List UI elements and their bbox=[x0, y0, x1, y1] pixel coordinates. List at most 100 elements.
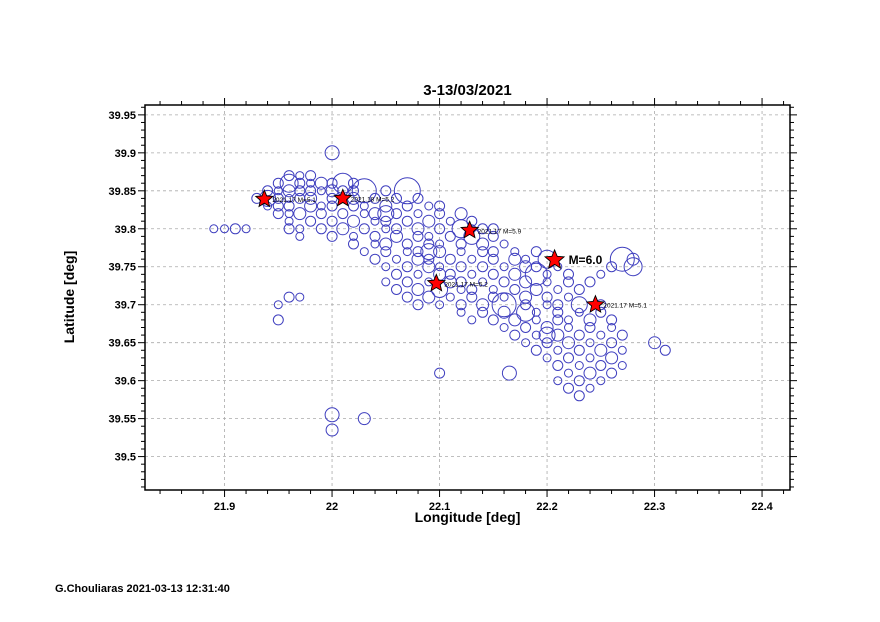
epicenter-circle bbox=[596, 269, 606, 279]
epicenter-circle bbox=[337, 208, 349, 220]
epicenter-circle bbox=[607, 323, 617, 332]
epicenter-circle bbox=[381, 224, 391, 234]
epicenter-circle bbox=[574, 307, 584, 317]
epicenter-circle bbox=[370, 216, 380, 226]
epicenter-circle bbox=[529, 283, 543, 296]
epicenter-circle bbox=[357, 412, 371, 426]
epicenter-circle bbox=[370, 239, 380, 249]
epicenter-circle bbox=[305, 185, 317, 197]
y-tick-label: 39.85 bbox=[108, 186, 136, 198]
epicenter-circle bbox=[325, 423, 339, 437]
epicenter-circle bbox=[617, 361, 627, 370]
epicenter-circle bbox=[616, 329, 628, 341]
mainshock-label: M=6.0 bbox=[569, 253, 603, 267]
chart-title: 3-13/03/2021 bbox=[423, 82, 512, 99]
epicenter-circle bbox=[315, 223, 327, 235]
epicenter-circle bbox=[573, 329, 585, 341]
epicenter-circle bbox=[487, 291, 499, 303]
epicenter-circle bbox=[491, 292, 517, 318]
epicenter-circle bbox=[595, 360, 607, 371]
epicenter-circle bbox=[564, 368, 573, 378]
epicenter-circle bbox=[295, 292, 305, 302]
epicenter-circle bbox=[524, 262, 548, 286]
epicenter-circle bbox=[508, 313, 522, 327]
epicenter-circle bbox=[584, 322, 596, 333]
epicenter-circle bbox=[609, 246, 635, 272]
epicenter-circle bbox=[476, 237, 490, 251]
epicenter-circle bbox=[411, 283, 425, 296]
epicenter-circle bbox=[499, 292, 509, 302]
epicenter-circle bbox=[573, 390, 585, 402]
epicenter-circle bbox=[349, 231, 358, 241]
epicenter-circle bbox=[509, 284, 521, 295]
epicenter-circle bbox=[466, 291, 478, 303]
epicenter-circle bbox=[508, 252, 522, 266]
epicenter-circle bbox=[541, 291, 553, 303]
epicenter-circle bbox=[487, 314, 499, 326]
x-tick-label: 21.9 bbox=[214, 501, 235, 513]
epicenter-circle bbox=[272, 314, 284, 326]
epicenter-circle bbox=[380, 215, 392, 227]
epicenter-circle bbox=[538, 326, 556, 344]
epicenter-circle bbox=[487, 253, 499, 265]
epicenter-circle bbox=[570, 296, 588, 314]
epicenter-circle bbox=[391, 208, 402, 220]
epicenter-circle bbox=[272, 208, 284, 220]
x-tick-label: 22 bbox=[326, 501, 338, 513]
epicenter-circle bbox=[605, 351, 619, 365]
mainshock-star bbox=[459, 220, 480, 239]
epicenter-circle bbox=[563, 382, 574, 394]
mainshock-star bbox=[543, 248, 566, 269]
epicenter-circle bbox=[391, 284, 402, 295]
epicenter-circle bbox=[348, 238, 359, 250]
epicenter-circle bbox=[413, 209, 423, 219]
epicenter-circle bbox=[411, 252, 425, 266]
epicenter-circle bbox=[617, 345, 627, 355]
epicenter-circle bbox=[552, 314, 564, 326]
epicenter-circle bbox=[401, 238, 413, 250]
epicenter-circle bbox=[444, 253, 456, 265]
epicenter-circle bbox=[444, 230, 456, 242]
epicenter-circle bbox=[563, 268, 574, 280]
epicenter-circle bbox=[467, 254, 477, 264]
epicenter-circle bbox=[326, 215, 338, 227]
epicenter-circle bbox=[466, 284, 478, 295]
epicenter-circle bbox=[316, 201, 326, 211]
epicenter-circle bbox=[585, 338, 595, 348]
points-layer bbox=[209, 145, 671, 437]
epicenter-circle bbox=[324, 407, 340, 423]
epicenter-circle bbox=[477, 261, 489, 273]
epicenter-circle bbox=[304, 199, 318, 213]
epicenter-circle bbox=[455, 276, 467, 288]
epicenter-circle bbox=[530, 344, 542, 356]
epicenter-circle bbox=[553, 376, 563, 386]
epicenter-circle bbox=[401, 291, 413, 303]
epicenter-circle bbox=[391, 223, 402, 235]
epicenter-circle bbox=[542, 353, 552, 363]
y-tick-label: 39.8 bbox=[115, 224, 136, 236]
epicenter-circle bbox=[541, 337, 553, 349]
epicenter-circle bbox=[435, 300, 445, 310]
epicenter-circle bbox=[455, 299, 467, 311]
epicenter-circle bbox=[520, 322, 532, 333]
epicenter-circle bbox=[412, 192, 424, 204]
epicenter-circle bbox=[499, 239, 509, 249]
epicenter-circle bbox=[293, 207, 307, 221]
epicenter-circle bbox=[326, 177, 338, 189]
stars-layer: 2021.17 M=5.1 2021.18 M=5.2 2021.17 M=5.9 M… bbox=[254, 188, 647, 313]
epicenter-circle bbox=[229, 223, 241, 235]
epicenter-circle bbox=[401, 215, 413, 227]
epicenter-circle bbox=[348, 177, 359, 189]
x-tick-label: 22.2 bbox=[536, 501, 557, 513]
epicenter-circle bbox=[583, 366, 597, 380]
epicenter-circle bbox=[402, 247, 412, 257]
epicenter-circle bbox=[564, 292, 573, 302]
y-tick-label: 39.9 bbox=[115, 148, 136, 160]
epicenter-circle bbox=[531, 315, 541, 325]
epicenter-circle bbox=[381, 262, 391, 272]
mainshock-star bbox=[333, 188, 353, 207]
epicenter-circle bbox=[509, 329, 521, 341]
mainshock-label: 2021.17 M=5.1 bbox=[603, 303, 647, 310]
epicenter-circle bbox=[476, 298, 490, 312]
